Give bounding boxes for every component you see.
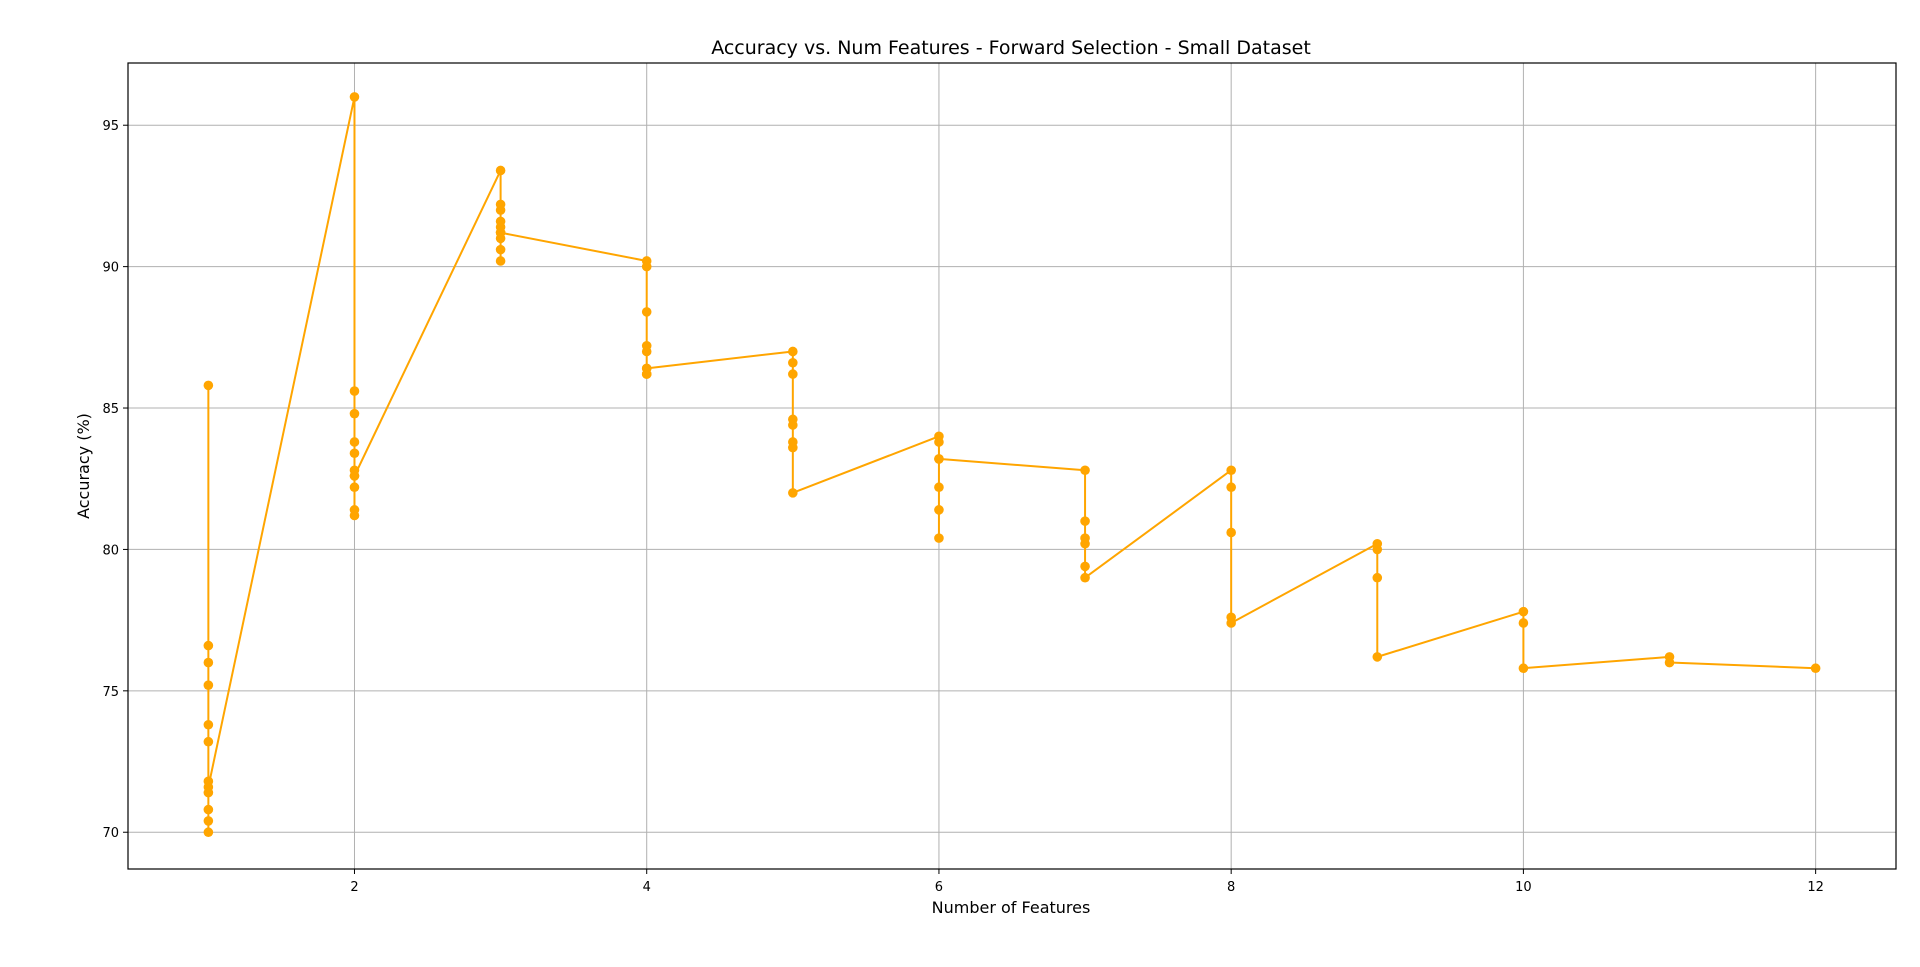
data-point xyxy=(1080,516,1090,526)
data-point xyxy=(203,719,214,730)
y-tick-label: 75 xyxy=(102,685,119,700)
data-point xyxy=(203,380,214,391)
data-point xyxy=(788,357,798,368)
data-point xyxy=(641,261,652,272)
data-point xyxy=(788,442,798,453)
data-point xyxy=(1080,465,1090,476)
data-point xyxy=(641,346,652,357)
data-point xyxy=(788,420,798,430)
data-point xyxy=(1372,652,1383,662)
data-point xyxy=(1518,606,1529,617)
y-tick-label: 80 xyxy=(102,543,119,558)
y-tick-label: 70 xyxy=(102,826,119,841)
data-point xyxy=(1080,572,1090,583)
y-tick-label: 95 xyxy=(102,119,119,134)
data-point xyxy=(495,227,506,238)
data-point xyxy=(788,346,798,357)
data-series xyxy=(203,92,1821,838)
data-point xyxy=(641,363,652,374)
data-point xyxy=(1810,663,1821,674)
y-tick-label: 90 xyxy=(102,261,119,276)
data-point xyxy=(934,454,944,464)
data-point xyxy=(203,827,214,838)
data-point xyxy=(1080,561,1090,572)
data-point xyxy=(934,437,944,447)
x-tick-label: 6 xyxy=(935,880,943,895)
data-point xyxy=(934,533,944,543)
data-point xyxy=(1226,465,1236,476)
data-point xyxy=(203,782,214,792)
data-point xyxy=(1226,618,1236,628)
data-point xyxy=(203,680,214,690)
data-point xyxy=(203,804,214,815)
x-tick-label: 10 xyxy=(1515,880,1532,895)
data-point xyxy=(934,505,944,515)
data-point xyxy=(495,205,506,215)
data-point xyxy=(641,307,652,317)
data-point xyxy=(349,448,360,459)
y-axis-label: Accuracy (%) xyxy=(74,413,93,519)
data-point xyxy=(495,244,506,255)
data-point xyxy=(349,386,360,396)
data-point xyxy=(349,510,360,521)
data-point xyxy=(349,482,360,493)
y-tick-label: 85 xyxy=(102,402,119,417)
data-point xyxy=(788,369,798,379)
data-point xyxy=(1518,663,1529,674)
x-tick-label: 4 xyxy=(643,880,651,895)
data-point xyxy=(1518,618,1529,628)
data-point xyxy=(203,736,214,747)
data-point xyxy=(203,640,214,651)
data-point xyxy=(1080,538,1090,549)
chart-title: Accuracy vs. Num Features - Forward Sele… xyxy=(711,37,1311,59)
data-point xyxy=(203,816,214,826)
data-point xyxy=(1226,527,1236,538)
x-axis-label: Number of Features xyxy=(932,898,1091,917)
data-point xyxy=(1664,657,1675,668)
data-point xyxy=(203,657,214,668)
data-point xyxy=(1372,572,1383,583)
x-tick-label: 12 xyxy=(1807,880,1824,895)
data-point xyxy=(788,488,798,498)
data-point xyxy=(934,482,944,493)
axis-ticks: 2 4 6 8 10 12 70 75 80 85 90 95 xyxy=(102,119,1823,895)
data-point xyxy=(495,165,506,176)
x-tick-label: 8 xyxy=(1227,880,1235,895)
data-point xyxy=(1372,544,1383,555)
data-point xyxy=(349,437,360,447)
data-point xyxy=(1226,482,1236,493)
data-point xyxy=(349,92,360,102)
grid-lines xyxy=(128,63,1896,869)
x-tick-label: 2 xyxy=(350,880,358,895)
data-point xyxy=(495,256,506,266)
plot-frame xyxy=(127,62,1897,870)
data-point xyxy=(349,471,360,481)
data-point xyxy=(349,408,360,419)
